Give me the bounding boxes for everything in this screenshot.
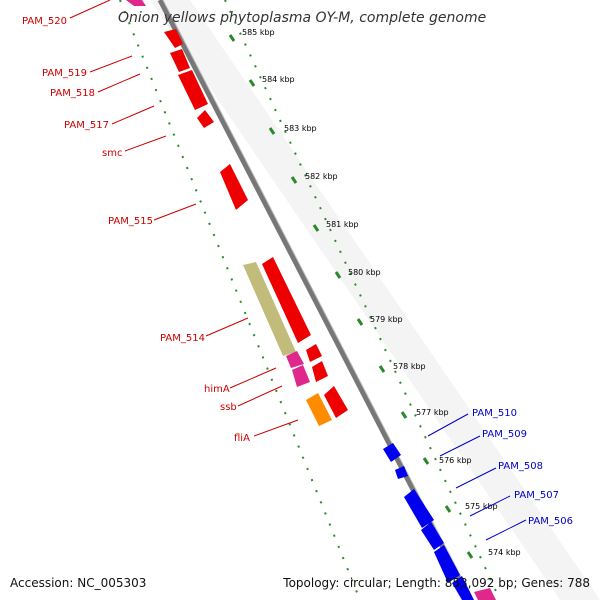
gene-label-pam-514[interactable]: PAM_514 bbox=[160, 333, 205, 344]
tick-label-582: 582 kbp bbox=[305, 172, 338, 181]
left-gene-labels: PAM_520 PAM_519 PAM_518 PAM_517 smc PAM_… bbox=[22, 16, 250, 444]
gene-arrow-pink-2[interactable] bbox=[292, 365, 310, 387]
tick-label-575: 575 kbp bbox=[465, 502, 498, 511]
gene-arrow-pink-bottom[interactable] bbox=[474, 588, 496, 600]
gene-label-pam-509[interactable]: PAM_509 bbox=[482, 429, 527, 440]
right-gene-labels: PAM_510 PAM_509 PAM_508 PAM_507 PAM_506 bbox=[472, 408, 573, 527]
tick-label-585: 585 kbp bbox=[242, 28, 275, 37]
gene-arrow-pam-514-olive[interactable] bbox=[243, 262, 296, 356]
tick-label-581: 581 kbp bbox=[326, 220, 359, 229]
right-label-leaders bbox=[427, 413, 527, 541]
gene-arrow-pam-518[interactable] bbox=[178, 70, 208, 110]
gene-arrow-pam-519[interactable] bbox=[170, 49, 190, 72]
reverse-genes bbox=[383, 443, 496, 600]
accession-label: Accession: NC_005303 bbox=[10, 576, 146, 590]
tick-label-574: 574 kbp bbox=[488, 548, 521, 557]
gene-arrow-hima[interactable] bbox=[306, 344, 322, 362]
tick-label-578: 578 kbp bbox=[393, 362, 426, 371]
gene-arrow-pam-506[interactable] bbox=[434, 545, 460, 583]
left-label-leaders bbox=[69, 0, 299, 437]
map-band bbox=[150, 0, 600, 600]
kbp-tick-marks bbox=[228, 34, 474, 559]
gene-label-pam-508[interactable]: PAM_508 bbox=[498, 461, 543, 472]
gene-label-flia[interactable]: fliA bbox=[234, 433, 250, 444]
map-title: Onion yellows phytoplasma OY-M, complete… bbox=[118, 10, 486, 26]
gene-label-pam-517[interactable]: PAM_517 bbox=[64, 120, 109, 131]
gene-arrow-pam-505[interactable] bbox=[452, 576, 474, 600]
gene-arrow-pam-517[interactable] bbox=[197, 110, 214, 128]
gene-arrow-ssb[interactable] bbox=[312, 361, 328, 382]
gene-arrow-flia-red[interactable] bbox=[324, 386, 348, 418]
gene-arrow-smc[interactable] bbox=[220, 164, 248, 210]
kbp-tick-labels: 585 kbp 584 kbp 583 kbp 582 kbp 581 kbp … bbox=[242, 28, 521, 557]
gene-arrow-pam-520[interactable] bbox=[126, 0, 146, 6]
gene-label-pam-506[interactable]: PAM_506 bbox=[528, 516, 573, 527]
gene-arrow-pam-509[interactable] bbox=[395, 466, 408, 479]
forward-genes bbox=[126, 0, 348, 426]
tick-label-580: 580 kbp bbox=[348, 268, 381, 277]
tick-label-577: 577 kbp bbox=[416, 408, 449, 417]
tick-label-579: 579 kbp bbox=[370, 315, 403, 324]
gene-label-pam-520[interactable]: PAM_520 bbox=[22, 16, 67, 27]
gene-arrow-pam-514[interactable] bbox=[262, 257, 311, 343]
gene-arrow-pam-519a[interactable] bbox=[164, 29, 183, 48]
gene-arrow-pam-510[interactable] bbox=[383, 443, 401, 462]
tick-label-583: 583 kbp bbox=[284, 124, 317, 133]
tick-label-576: 576 kbp bbox=[439, 456, 472, 465]
gene-label-pam-518[interactable]: PAM_518 bbox=[50, 88, 95, 99]
gene-label-smc[interactable]: smc bbox=[102, 148, 122, 159]
gene-arrow-pam-507[interactable] bbox=[421, 522, 444, 550]
gene-label-hima[interactable]: himA bbox=[204, 384, 230, 395]
gene-label-pam-510[interactable]: PAM_510 bbox=[472, 408, 517, 419]
gene-arrow-pam-508[interactable] bbox=[404, 489, 434, 528]
gene-label-pam-515[interactable]: PAM_515 bbox=[108, 216, 153, 227]
tick-label-584: 584 kbp bbox=[262, 75, 295, 84]
gene-arrow-pink-1[interactable] bbox=[286, 351, 304, 368]
gene-arrow-flia[interactable] bbox=[306, 393, 332, 426]
gene-label-ssb[interactable]: ssb bbox=[220, 402, 237, 413]
gene-label-pam-519[interactable]: PAM_519 bbox=[42, 68, 87, 79]
genome-summary: Topology: circular; Length: 853,092 bp; … bbox=[282, 576, 590, 590]
gene-label-pam-507[interactable]: PAM_507 bbox=[514, 490, 559, 501]
